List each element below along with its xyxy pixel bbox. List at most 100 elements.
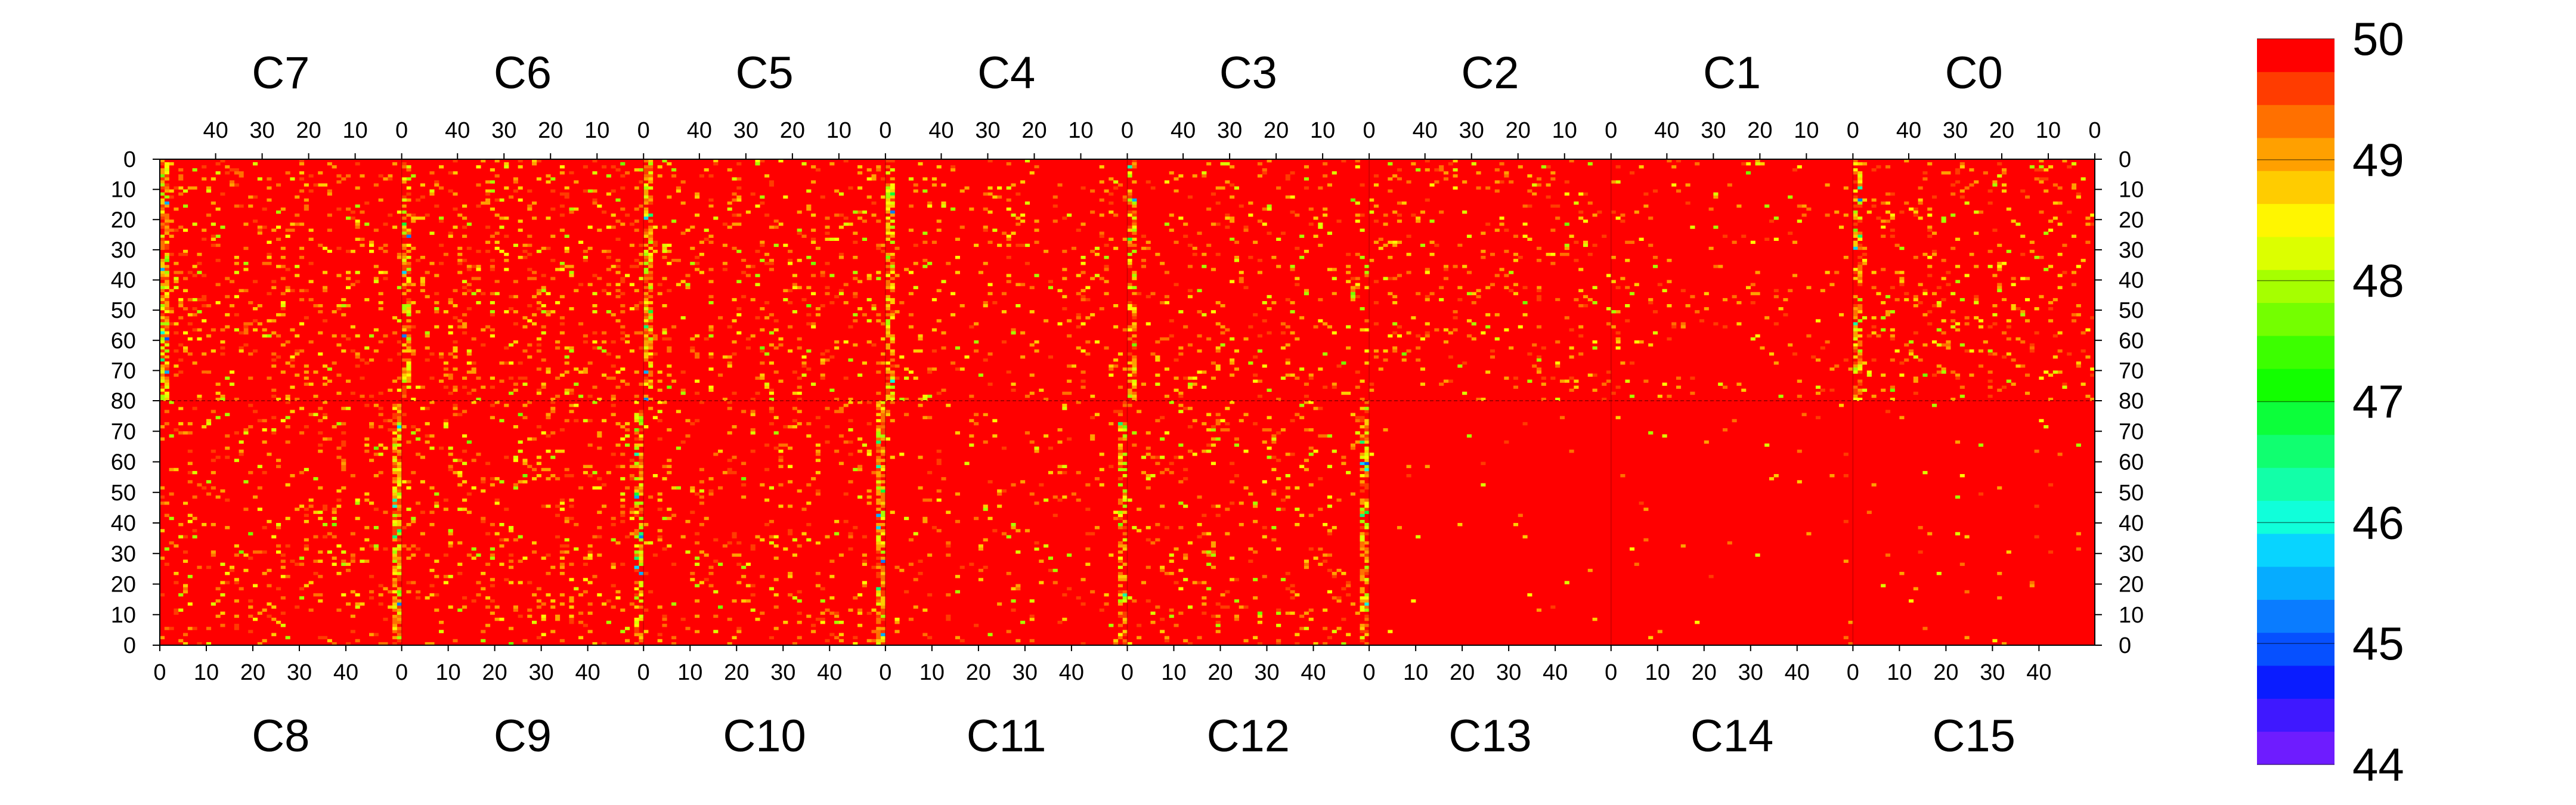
heatmap-cell [978,373,983,377]
heatmap-cell [416,237,421,241]
heatmap-cell [1853,162,1858,166]
heatmap-cell [1355,286,1360,289]
heatmap-cell [397,523,402,527]
heatmap-cell [401,265,407,268]
heatmap-cell [578,621,584,624]
heatmap-cell [825,286,830,289]
heatmap-cell [643,243,649,247]
heatmap-cell [253,584,258,587]
heatmap-cell [406,370,411,374]
heatmap-cell [801,355,807,359]
heatmap-cell [276,544,281,548]
heatmap-cell [559,499,565,502]
heatmap-cell [708,355,714,359]
heatmap-cell [559,268,565,271]
heatmap-cell [202,240,207,244]
heatmap-cell [555,535,561,538]
heatmap-cell [276,355,281,359]
heatmap-cell [2020,189,2026,193]
heatmap-cell [1048,280,1053,283]
heatmap-cell [1001,310,1007,314]
heatmap-cell [1857,304,1863,308]
heatmap-cell [518,413,523,416]
heatmap-cell [2029,343,2035,347]
heatmap-cell [1267,388,1272,392]
heatmap-cell [834,636,840,640]
heatmap-cell [643,177,649,181]
heatmap-cell [397,483,402,487]
heatmap-cell [383,510,388,514]
heatmap-cell [559,501,565,505]
heatmap-cell [741,271,747,274]
heatmap-cell [202,177,207,181]
heatmap-cell [634,624,639,627]
heatmap-cell [820,274,825,277]
heatmap-cell [788,301,793,305]
heatmap-cell [2052,370,2058,374]
heatmap-cell [318,243,323,247]
heatmap-cell [829,538,835,542]
heatmap-cell [625,627,630,630]
heatmap-cell [509,391,514,395]
heatmap-cell [778,343,784,347]
heatmap-cell [1267,231,1272,235]
heatmap-cell [397,544,402,548]
heatmap-cell [295,174,300,178]
heatmap-cell [825,292,830,296]
heatmap-cell [1090,394,1095,398]
heatmap-cell [1931,292,1937,296]
heatmap-cell [769,391,774,395]
heatmap-cell [425,642,430,646]
heatmap-cell [1736,382,1742,386]
heatmap-cell [922,394,928,398]
heatmap-cell [239,349,244,353]
heatmap-cell [1453,249,1458,253]
heatmap-cell [750,544,756,548]
heatmap-cell [509,642,514,646]
heatmap-cell [164,268,169,271]
heatmap-cell [1509,180,1514,184]
heatmap-cell [490,310,495,314]
heatmap-cell [1285,195,1290,199]
heatmap-cell [1606,322,1612,326]
heatmap-cell [457,259,463,262]
heatmap-cell [648,219,654,223]
heatmap-cell [346,208,351,211]
heatmap-cell [853,277,858,280]
heatmap-cell [1127,316,1132,320]
heatmap-cell [987,352,993,356]
heatmap-cell [509,195,514,199]
heatmap-cell [355,237,360,241]
heatmap-cell [378,593,383,597]
heatmap-cell [1643,379,1649,383]
heatmap-cell [764,316,770,320]
heatmap-cell [1974,210,1979,214]
heatmap-cell [848,213,853,217]
heatmap-cell [323,376,328,380]
heatmap-cell [1127,225,1132,229]
heatmap-cell [625,535,630,538]
heatmap-cell [885,385,890,389]
heatmap-cell [420,256,425,259]
heatmap-cell [881,243,886,247]
heatmap-cell [1215,186,1221,190]
heatmap-cell [210,410,216,413]
heatmap-cell [392,581,398,584]
heatmap-cell [1964,186,1970,190]
heatmap-cell [704,237,709,241]
heatmap-cell [1769,352,1775,356]
heatmap-cell [257,177,262,181]
heatmap-cell [755,283,760,286]
heatmap-cell [1099,231,1104,235]
heatmap-cell [639,492,644,496]
heatmap-cell [1583,304,1589,308]
heatmap-cell [634,538,639,542]
heatmap-cell [559,556,565,560]
heatmap-cell [583,556,588,560]
heatmap-cell [745,541,751,545]
heatmap-cell [1262,208,1267,211]
heatmap-cell [378,301,383,305]
heatmap-cell [569,171,574,175]
heatmap-cell [509,614,514,618]
heatmap-cell [885,319,890,323]
